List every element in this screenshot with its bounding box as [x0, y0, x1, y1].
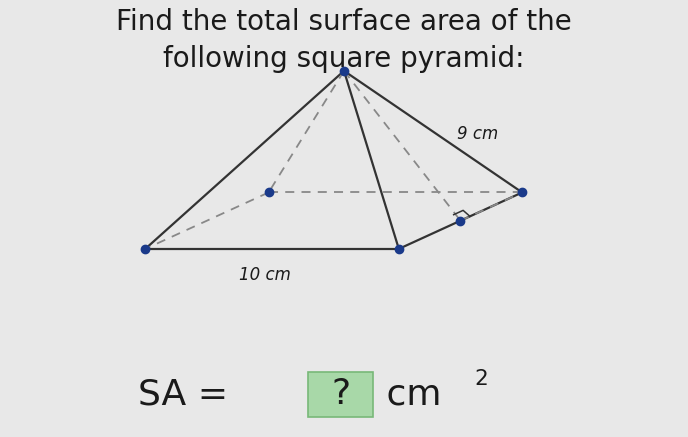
Text: cm: cm [375, 378, 441, 411]
FancyBboxPatch shape [308, 371, 373, 417]
Text: 2: 2 [474, 369, 488, 389]
Text: 10 cm: 10 cm [239, 266, 291, 284]
Text: 9 cm: 9 cm [457, 125, 498, 143]
Text: Find the total surface area of the: Find the total surface area of the [116, 8, 572, 36]
Text: following square pyramid:: following square pyramid: [163, 45, 525, 73]
Text: ?: ? [331, 378, 350, 411]
Text: SA =: SA = [138, 378, 240, 411]
